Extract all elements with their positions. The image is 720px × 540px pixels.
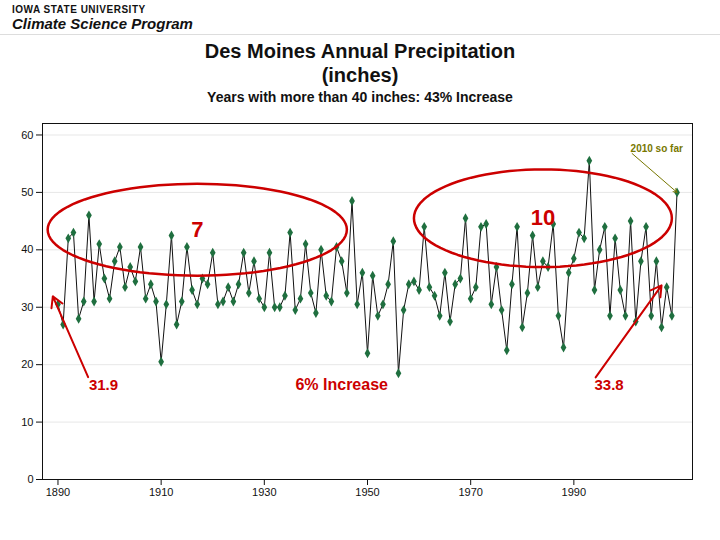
- svg-text:40: 40: [21, 243, 33, 255]
- html-text:IOWA STATE UNIVERSITY: IOWA STATE UNIVERSITY: [12, 4, 146, 15]
- svg-text:10: 10: [531, 205, 555, 230]
- svg-text:1970: 1970: [458, 486, 482, 498]
- svg-text:30: 30: [21, 301, 33, 313]
- svg-text:20: 20: [21, 358, 33, 370]
- html-text:Years with more than 40 inches: Years with more than 40 inches: 43% Incr…: [207, 89, 513, 105]
- svg-text:31.9: 31.9: [89, 376, 118, 393]
- svg-text:10: 10: [21, 416, 33, 428]
- svg-text:1890: 1890: [46, 486, 70, 498]
- svg-text:6% Increase: 6% Increase: [295, 376, 388, 393]
- svg-text:1990: 1990: [562, 486, 586, 498]
- svg-text:60: 60: [21, 129, 33, 141]
- svg-text:2010 so far: 2010 so far: [631, 143, 683, 154]
- svg-text:1930: 1930: [252, 486, 276, 498]
- svg-text:7: 7: [191, 217, 203, 242]
- html-text:Des Moines Annual Precipitatio: Des Moines Annual Precipitation: [204, 40, 516, 62]
- svg-text:0: 0: [27, 473, 33, 485]
- html-text:(inches): (inches): [321, 64, 399, 86]
- svg-text:1950: 1950: [355, 486, 379, 498]
- html-text:Climate Science Program: Climate Science Program: [12, 15, 193, 32]
- svg-text:1910: 1910: [149, 486, 173, 498]
- svg-text:50: 50: [21, 186, 33, 198]
- svg-text:33.8: 33.8: [594, 376, 623, 393]
